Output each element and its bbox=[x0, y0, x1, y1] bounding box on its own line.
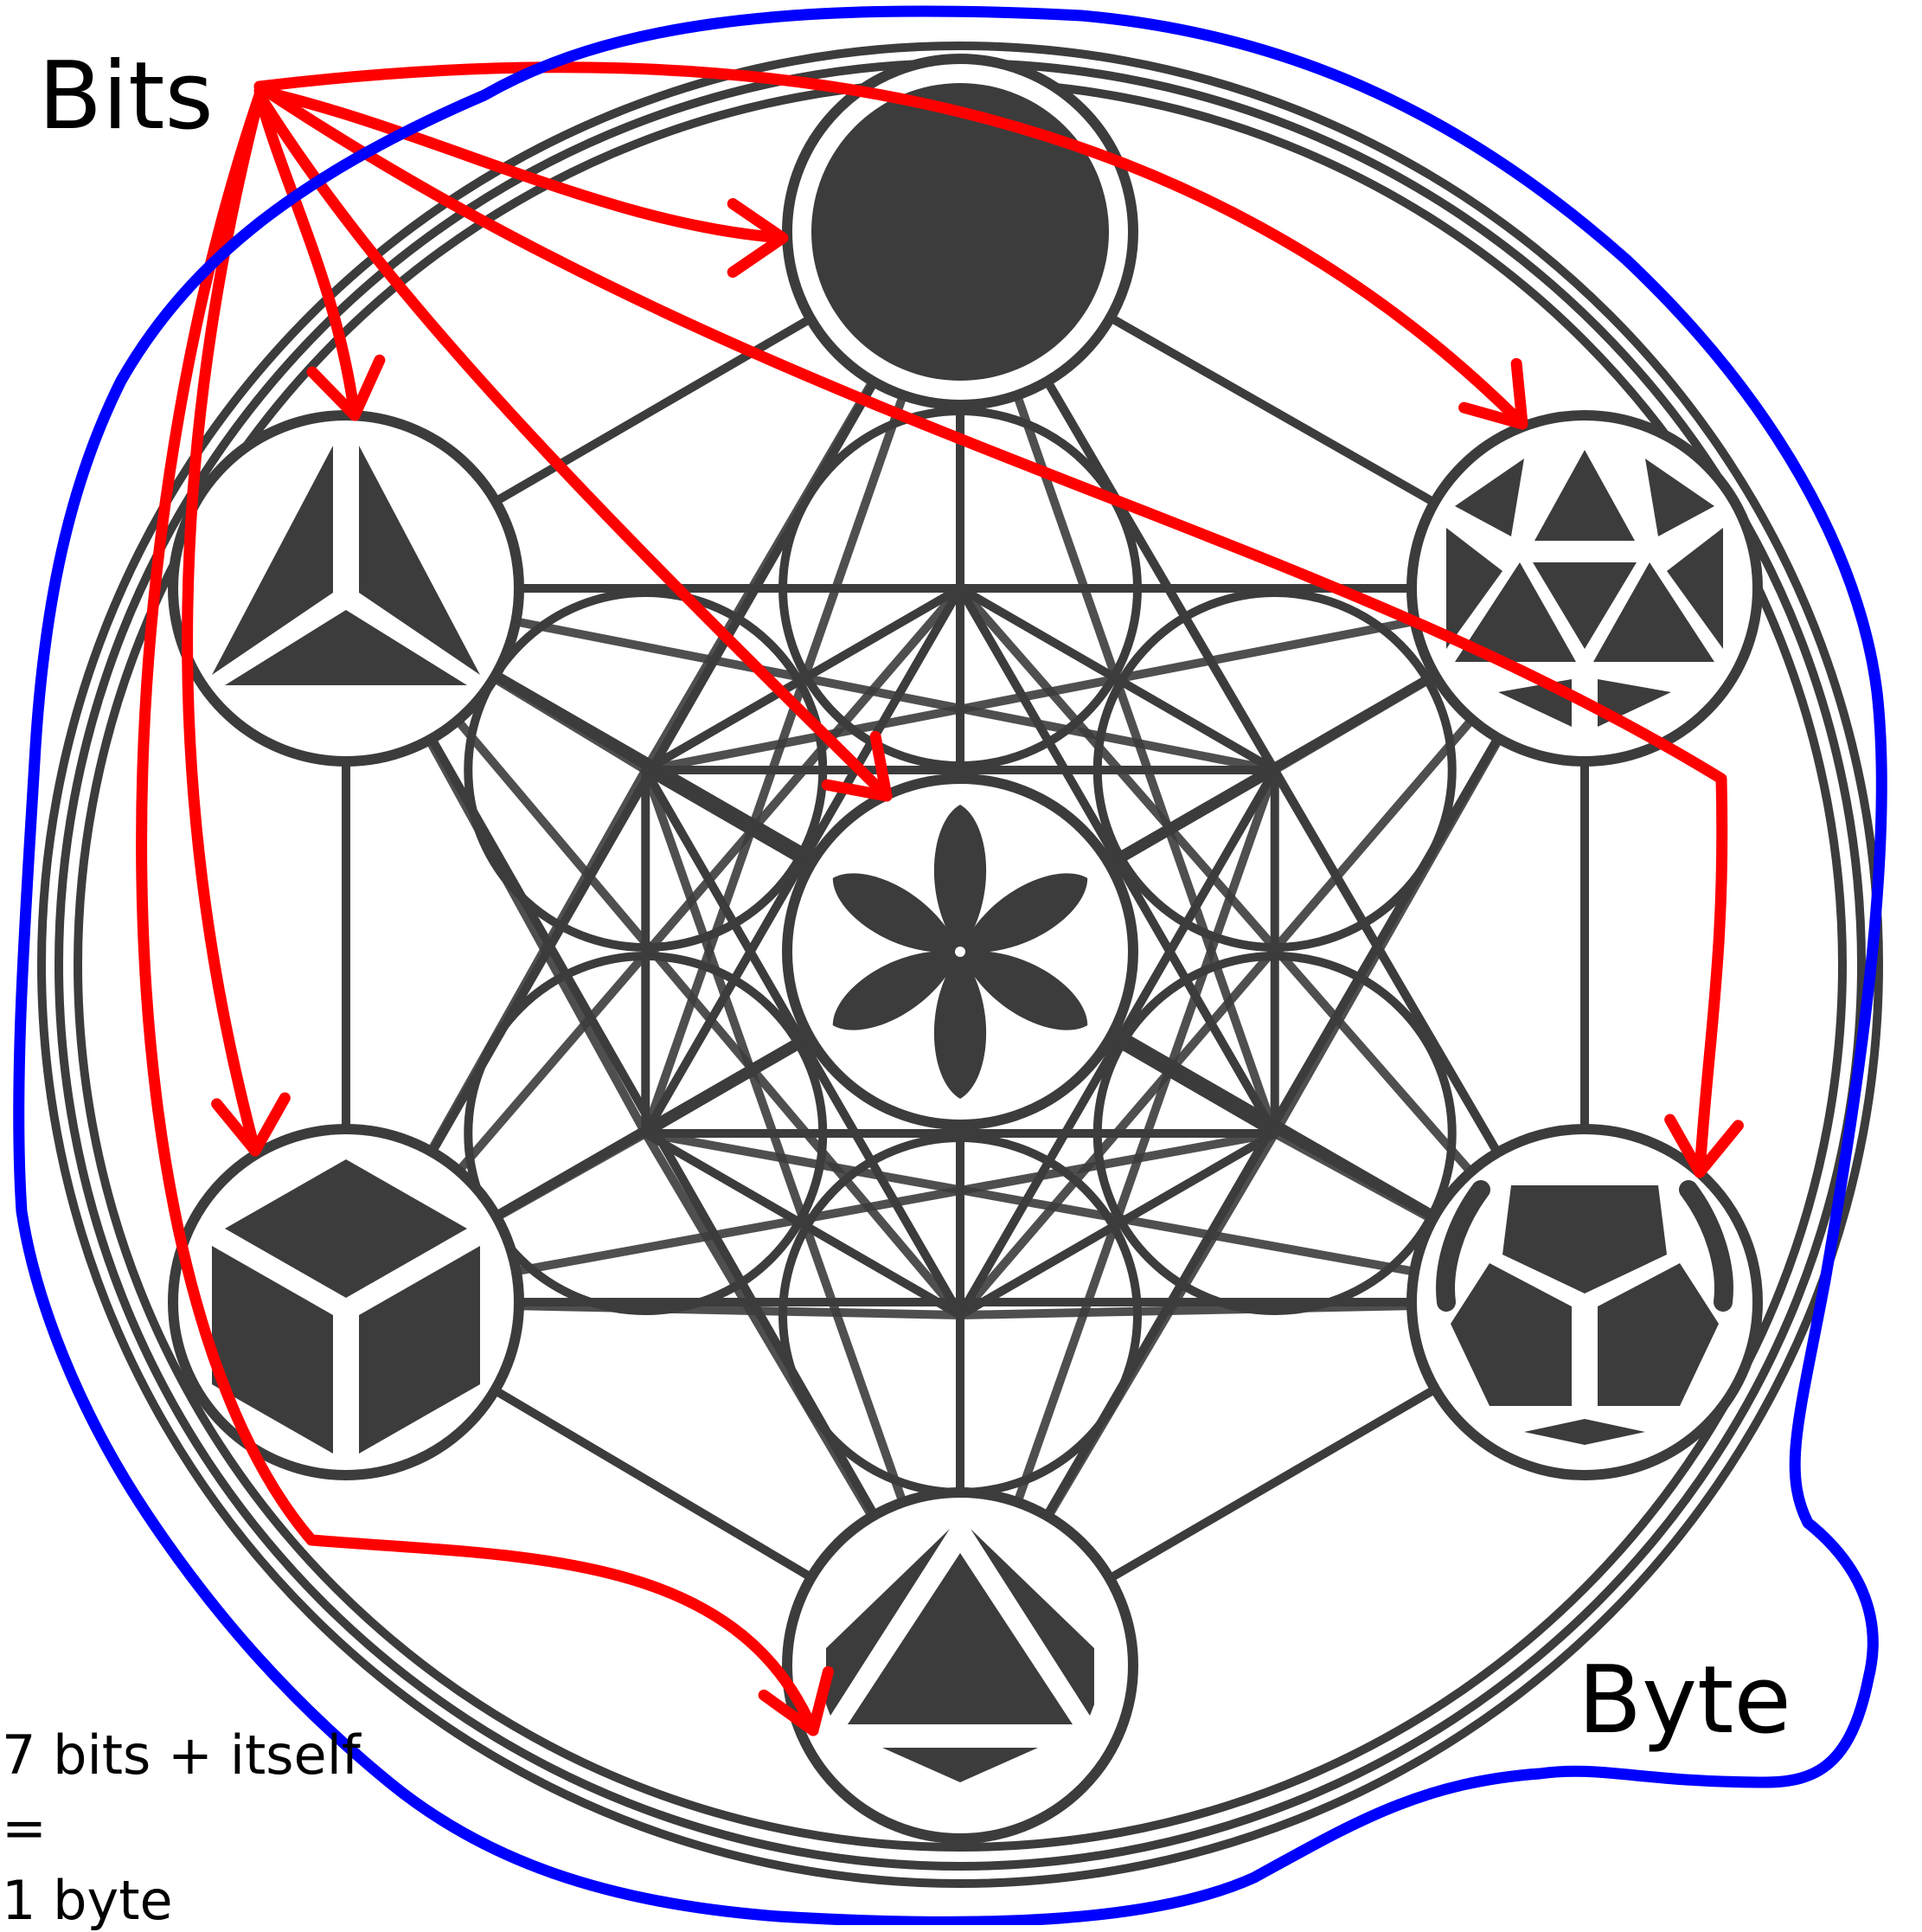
arrowhead-lower-right bbox=[1664, 1114, 1744, 1178]
arrowhead-bottom bbox=[758, 1666, 834, 1736]
seed-of-life-icon bbox=[832, 805, 1088, 1099]
arrow-to-center bbox=[253, 89, 893, 802]
inner-ring-circle bbox=[1092, 588, 1457, 952]
arrowhead-upper-left bbox=[306, 354, 386, 421]
cube-icon bbox=[212, 1159, 480, 1454]
inner-connector-line bbox=[956, 1129, 1279, 1319]
arrow-to-top bbox=[253, 85, 789, 244]
arrow-to-bottom bbox=[136, 89, 819, 1736]
tetrahedron-icon bbox=[212, 446, 480, 685]
inner-ring-circle bbox=[1092, 952, 1457, 1315]
arrow-to-upper-left bbox=[253, 89, 361, 421]
equation-line-2: = bbox=[2, 1796, 47, 1859]
equation-line-3: 1 byte bbox=[2, 1869, 173, 1932]
byte-enclosure-loop bbox=[13, 5, 1887, 1925]
inner-circles bbox=[464, 407, 1457, 1497]
byte-label: Byte bbox=[1578, 1646, 1791, 1755]
arrowhead-center bbox=[821, 730, 893, 802]
arrow-to-upper-right bbox=[253, 61, 1528, 430]
icosahedron-icon bbox=[1446, 450, 1723, 727]
bits-label: Bits bbox=[38, 42, 214, 151]
bit-arrows bbox=[136, 61, 1744, 1736]
arrowhead-top bbox=[727, 197, 789, 279]
inner-ring-circle bbox=[464, 952, 828, 1315]
equation-line-1: 7 bits + itself bbox=[2, 1723, 361, 1787]
outer-ring bbox=[37, 42, 1883, 1888]
octahedron-icon bbox=[826, 1529, 1094, 1782]
dodecahedron-icon bbox=[1436, 1180, 1733, 1445]
node-icons bbox=[212, 83, 1733, 1782]
inner-ring-circle bbox=[778, 407, 1142, 770]
arrow-to-lower-right bbox=[253, 80, 1728, 1178]
arrowhead-lower-left bbox=[211, 1092, 291, 1157]
sphere-icon bbox=[811, 83, 1109, 381]
node-upper-left bbox=[168, 410, 524, 767]
arrowhead-upper-right bbox=[1458, 357, 1528, 430]
inner-ring-circle bbox=[464, 588, 828, 952]
